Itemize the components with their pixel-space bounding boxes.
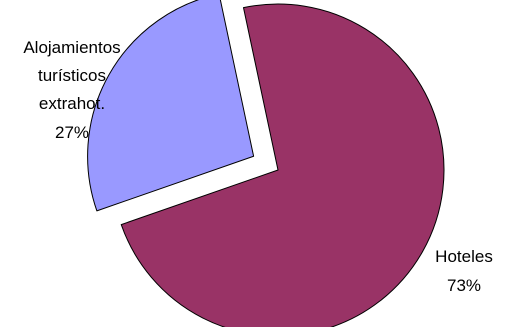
pie-slices	[87, 0, 445, 327]
pie-slice-alojamientos-extrahot	[87, 0, 255, 212]
slice-value-hoteles: 73%	[447, 276, 481, 295]
slice-label-extrahot-line1: Alojamientos	[23, 38, 120, 57]
slice-label-hoteles: Hoteles	[435, 247, 493, 266]
slice-label-extrahot-line2: turísticos	[38, 66, 106, 85]
slice-label-extrahot-line3: extrahot.	[39, 94, 105, 113]
slice-value-extrahot: 27%	[55, 123, 89, 142]
pie-slice-hoteles	[120, 3, 445, 327]
